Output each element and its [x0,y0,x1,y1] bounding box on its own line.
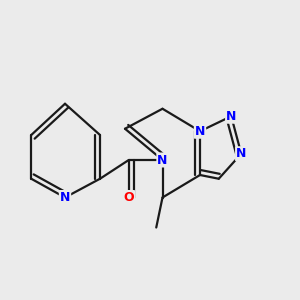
Text: O: O [123,191,134,204]
Text: N: N [236,147,246,160]
Text: N: N [60,191,70,204]
Text: N: N [157,154,168,166]
Text: N: N [226,110,236,123]
Text: N: N [195,125,205,138]
